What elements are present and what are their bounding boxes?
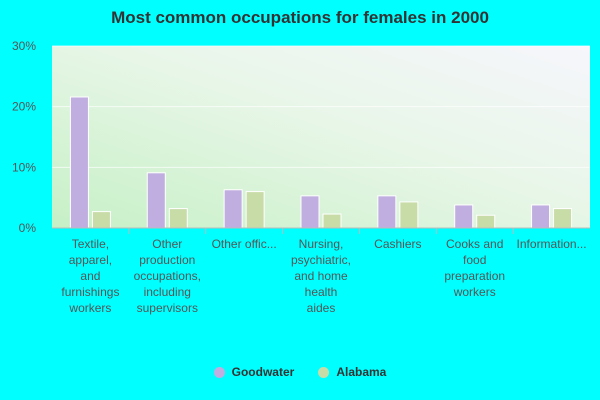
x-tick-label-line: Other — [152, 237, 182, 251]
y-axis: 0% 10% 20% 30% — [12, 39, 36, 235]
plot-area — [52, 46, 590, 228]
x-tick-label-line: health — [305, 285, 338, 299]
legend-item-alabama[interactable]: Alabama — [318, 365, 386, 379]
legend-label-goodwater: Goodwater — [231, 365, 295, 379]
x-tick-label-line: Information... — [517, 237, 587, 251]
chart-title: Most common occupations for females in 2… — [111, 8, 489, 27]
x-tick-label-line: Textile, — [72, 237, 109, 251]
bar-goodwater — [454, 204, 474, 229]
x-tick-label-line: apparel, — [69, 253, 112, 267]
legend-label-alabama: Alabama — [336, 365, 387, 379]
y-tick-label: 0% — [19, 221, 37, 235]
x-tick-label: Textile, apparel, and furnishings workers — [61, 237, 119, 315]
bars — [69, 96, 573, 229]
x-tick-label-line: Cashiers — [374, 237, 421, 251]
bar-alabama — [399, 201, 419, 229]
x-tick-label: Cooks and food preparation workers — [444, 237, 505, 299]
x-tick-label-line: Cooks and — [446, 237, 503, 251]
x-tick-label-line: psychiatric, — [291, 253, 351, 267]
y-tick-label: 10% — [12, 160, 36, 174]
bar-goodwater — [223, 189, 243, 229]
legend-swatch-alabama — [318, 366, 330, 378]
bar-goodwater — [300, 195, 320, 229]
x-tick-label-line: and — [80, 269, 100, 283]
x-tick-label-line: preparation — [444, 269, 505, 283]
x-tick-label-line: food — [463, 253, 486, 267]
x-tick-label: Information... — [517, 237, 587, 251]
y-tick-label: 30% — [12, 39, 36, 53]
bar-alabama — [168, 208, 188, 229]
bar-alabama — [553, 208, 573, 229]
grid-lines — [52, 45, 590, 168]
x-tick-label-line: workers — [68, 301, 111, 315]
x-tick-label-line: Other offic... — [212, 237, 277, 251]
y-tick-label: 20% — [12, 100, 36, 114]
x-tick-label-line: occupations, — [134, 269, 201, 283]
x-tick-label-line: workers — [453, 285, 496, 299]
x-tick-label-line: aides — [307, 301, 336, 315]
x-tick-label: Other offic... — [212, 237, 277, 251]
legend-swatch-goodwater — [213, 366, 225, 378]
x-tick-label: Nursing, psychiatric, and home health aides — [291, 237, 351, 315]
legend: Goodwater Alabama — [0, 365, 600, 379]
bar-alabama — [91, 211, 111, 229]
x-tick-label-line: Nursing, — [299, 237, 344, 251]
x-tick-label-line: supervisors — [137, 301, 198, 315]
x-tick-label-line: and home — [294, 269, 348, 283]
x-tick-label-line: furnishings — [61, 285, 119, 299]
legend-item-goodwater[interactable]: Goodwater — [213, 365, 295, 379]
bar-goodwater — [531, 204, 551, 229]
x-tick-label: Cashiers — [374, 237, 421, 251]
x-tick-label-line: production — [139, 253, 195, 267]
bar-alabama — [245, 191, 265, 229]
bar-alabama — [322, 213, 342, 229]
bar-goodwater — [377, 195, 397, 229]
x-tick-label-line: including — [144, 285, 191, 299]
bar-goodwater — [146, 172, 166, 229]
bar-goodwater — [69, 96, 89, 229]
bar-alabama — [476, 214, 496, 229]
x-axis: Textile, apparel, and furnishings workers Oth… — [52, 227, 590, 315]
x-tick-label: Other production occupations, including supe… — [134, 237, 201, 315]
